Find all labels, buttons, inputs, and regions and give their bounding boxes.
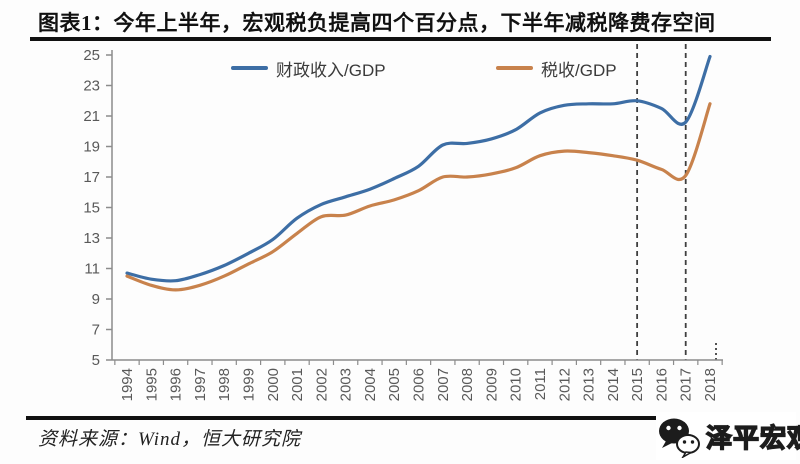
x-tick-label-2008: 2008 xyxy=(459,368,476,401)
x-tick-label-1995: 1995 xyxy=(143,368,160,401)
x-tick-label-1999: 1999 xyxy=(240,368,257,401)
x-tick-label-2017: 2017 xyxy=(678,368,695,401)
x-tick-label-2004: 2004 xyxy=(362,368,379,401)
y-tick-label: 25 xyxy=(83,47,100,64)
x-tick-label-2013: 2013 xyxy=(581,368,598,401)
x-tick-label-1996: 1996 xyxy=(168,368,185,401)
tax-gdp-line xyxy=(125,102,712,292)
y-tick-label: 23 xyxy=(83,78,100,95)
y-tick-label: 11 xyxy=(84,261,100,278)
x-tick-label-2007: 2007 xyxy=(435,368,452,401)
y-tick-label: 17 xyxy=(83,169,100,186)
x-tick-label-2001: 2001 xyxy=(289,368,306,401)
brand-logo: 泽平宏观 xyxy=(656,412,800,460)
source-note: 资料来源：Wind，恒大研究院 xyxy=(38,429,302,450)
x-tick-label-2009: 2009 xyxy=(483,368,500,401)
x-tick-label-2002: 2002 xyxy=(313,368,330,401)
brand-logo-text: 泽平宏观 xyxy=(705,422,800,453)
chart-title: 图表1：今年上半年，宏观税负提高四个百分点，下半年减税降费存空间 xyxy=(38,11,716,35)
fiscal-revenue-gdp-line xyxy=(125,54,712,283)
footer-rule xyxy=(26,416,670,420)
y-tick-label: 9 xyxy=(92,291,100,308)
x-tick-label-1994: 1994 xyxy=(119,368,136,401)
x-tick-label-2015: 2015 xyxy=(629,368,646,401)
y-tick-label: 15 xyxy=(83,200,100,217)
x-tick-label-2016: 2016 xyxy=(653,368,670,401)
y-tick-label: 13 xyxy=(83,230,100,247)
x-tick-label-2011: 2011 xyxy=(532,368,549,400)
title-underline xyxy=(30,37,771,41)
x-tick-label-1997: 1997 xyxy=(192,368,209,401)
x-tick-label-2012: 2012 xyxy=(556,368,573,401)
y-tick-label: 19 xyxy=(83,139,100,156)
x-tick-label-2003: 2003 xyxy=(338,368,355,401)
x-tick-label-1998: 1998 xyxy=(216,368,233,401)
wechat-icon xyxy=(659,418,700,458)
x-tick-label-2010: 2010 xyxy=(508,368,525,401)
x-tick-label-2014: 2014 xyxy=(605,368,622,401)
x-tick-label-2006: 2006 xyxy=(411,368,428,401)
x-tick-label-2000: 2000 xyxy=(265,368,282,401)
x-tick-label-2005: 2005 xyxy=(386,368,403,401)
x-tick-label-2018: 2018 xyxy=(702,368,719,401)
y-tick-label: 21 xyxy=(83,108,100,125)
y-tick-label: 7 xyxy=(92,322,100,339)
y-tick-label: 5 xyxy=(92,352,100,369)
